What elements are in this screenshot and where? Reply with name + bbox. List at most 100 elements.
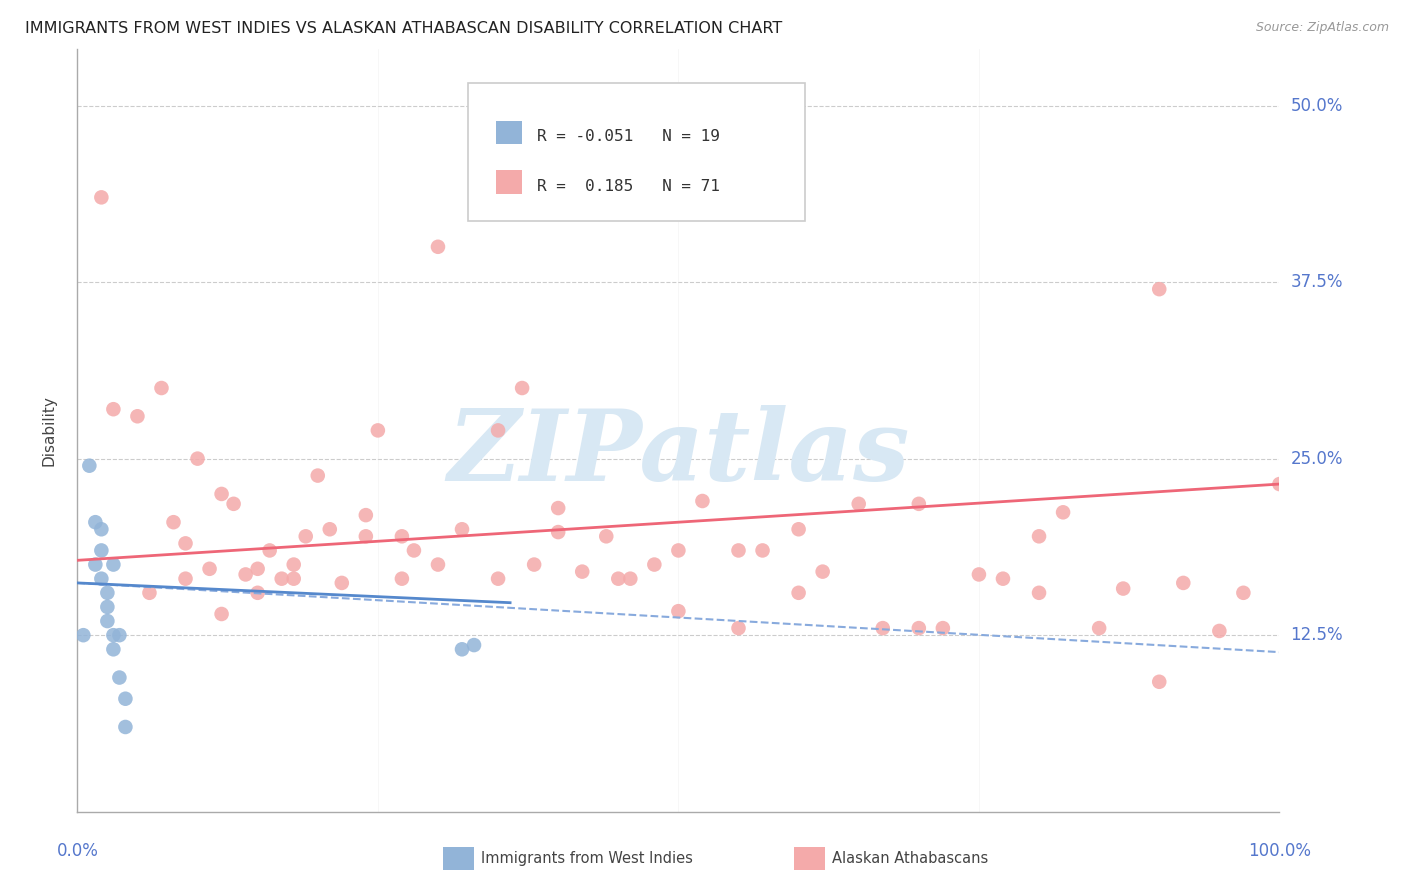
- Text: ZIPatlas: ZIPatlas: [447, 405, 910, 501]
- Point: [463, 638, 485, 652]
- Text: R =  0.185   N = 71: R = 0.185 N = 71: [537, 178, 720, 194]
- Point: [391, 529, 413, 543]
- Point: [246, 586, 269, 600]
- Point: [103, 642, 125, 657]
- Point: [114, 691, 136, 706]
- Point: [283, 558, 305, 572]
- Point: [932, 621, 955, 635]
- Point: [787, 586, 810, 600]
- Point: [235, 567, 257, 582]
- Text: 0.0%: 0.0%: [56, 842, 98, 860]
- Text: 37.5%: 37.5%: [1291, 273, 1343, 291]
- Point: [692, 494, 714, 508]
- Point: [198, 562, 221, 576]
- Point: [451, 522, 474, 536]
- Point: [427, 240, 450, 254]
- Point: [1112, 582, 1135, 596]
- Point: [1208, 624, 1230, 638]
- Point: [307, 468, 329, 483]
- Point: [222, 497, 245, 511]
- Point: [108, 671, 131, 685]
- Text: 25.0%: 25.0%: [1291, 450, 1343, 467]
- Text: Immigrants from West Indies: Immigrants from West Indies: [481, 851, 693, 865]
- Point: [114, 720, 136, 734]
- Point: [848, 497, 870, 511]
- Point: [619, 572, 641, 586]
- Point: [547, 501, 569, 516]
- FancyBboxPatch shape: [496, 121, 522, 145]
- Point: [510, 381, 533, 395]
- Text: IMMIGRANTS FROM WEST INDIES VS ALASKAN ATHABASCAN DISABILITY CORRELATION CHART: IMMIGRANTS FROM WEST INDIES VS ALASKAN A…: [25, 21, 783, 36]
- Text: 50.0%: 50.0%: [1291, 96, 1343, 114]
- Point: [354, 529, 377, 543]
- Point: [294, 529, 316, 543]
- Point: [872, 621, 894, 635]
- Point: [330, 576, 353, 591]
- Point: [96, 586, 118, 600]
- Point: [908, 497, 931, 511]
- Point: [90, 190, 112, 204]
- Point: [319, 522, 342, 536]
- Point: [643, 558, 665, 572]
- Point: [103, 402, 125, 417]
- Point: [174, 572, 197, 586]
- Point: [1028, 586, 1050, 600]
- Point: [96, 614, 118, 628]
- Point: [991, 572, 1014, 586]
- Point: [451, 642, 474, 657]
- Point: [1268, 477, 1291, 491]
- Point: [523, 558, 546, 572]
- Y-axis label: Disability: Disability: [42, 395, 56, 466]
- Point: [103, 558, 125, 572]
- Text: Alaskan Athabascans: Alaskan Athabascans: [832, 851, 988, 865]
- Point: [186, 451, 209, 466]
- Point: [787, 522, 810, 536]
- Point: [486, 424, 509, 438]
- Point: [211, 607, 233, 621]
- Point: [174, 536, 197, 550]
- Point: [246, 562, 269, 576]
- Point: [162, 515, 184, 529]
- Point: [96, 599, 118, 614]
- Point: [427, 558, 450, 572]
- Text: Source: ZipAtlas.com: Source: ZipAtlas.com: [1256, 21, 1389, 34]
- Point: [486, 572, 509, 586]
- Point: [811, 565, 834, 579]
- Point: [1149, 674, 1171, 689]
- Point: [270, 572, 292, 586]
- Point: [150, 381, 173, 395]
- Point: [595, 529, 617, 543]
- Point: [1052, 505, 1074, 519]
- Point: [402, 543, 425, 558]
- Point: [108, 628, 131, 642]
- Point: [367, 424, 389, 438]
- Point: [1149, 282, 1171, 296]
- Point: [90, 522, 112, 536]
- Point: [1028, 529, 1050, 543]
- Point: [283, 572, 305, 586]
- FancyBboxPatch shape: [468, 83, 804, 220]
- Point: [138, 586, 160, 600]
- Point: [571, 565, 593, 579]
- Point: [727, 621, 749, 635]
- Text: 12.5%: 12.5%: [1291, 626, 1343, 644]
- Point: [1088, 621, 1111, 635]
- Point: [259, 543, 281, 558]
- Point: [668, 543, 690, 558]
- Point: [79, 458, 101, 473]
- Point: [727, 543, 749, 558]
- Text: R = -0.051   N = 19: R = -0.051 N = 19: [537, 129, 720, 145]
- Point: [72, 628, 94, 642]
- Point: [84, 558, 107, 572]
- Point: [607, 572, 630, 586]
- Point: [668, 604, 690, 618]
- Point: [354, 508, 377, 523]
- Point: [84, 515, 107, 529]
- Point: [211, 487, 233, 501]
- Point: [103, 628, 125, 642]
- Point: [90, 572, 112, 586]
- Point: [547, 524, 569, 539]
- Point: [127, 409, 149, 424]
- FancyBboxPatch shape: [496, 170, 522, 194]
- Point: [908, 621, 931, 635]
